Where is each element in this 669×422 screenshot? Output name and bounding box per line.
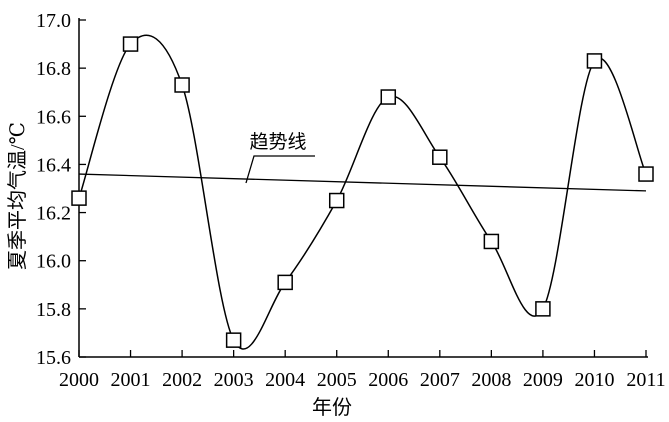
x-tick-label: 2001 bbox=[111, 369, 151, 391]
data-point-marker bbox=[225, 332, 242, 348]
trend-line bbox=[78, 173, 647, 192]
x-axis-title: 年份 bbox=[312, 396, 352, 419]
data-point-marker bbox=[432, 149, 448, 165]
data-point-marker bbox=[71, 190, 87, 206]
x-tick-label: 2011 bbox=[626, 369, 665, 391]
y-tick-label: 16.0 bbox=[36, 251, 71, 273]
data-point-marker bbox=[483, 233, 500, 250]
y-tick-label: 17.0 bbox=[36, 10, 71, 32]
y-tick-label: 15.8 bbox=[36, 299, 71, 321]
x-tick-label: 2003 bbox=[214, 369, 254, 391]
trend-line-group: 趋势线 bbox=[78, 131, 647, 192]
y-tick-label: 16.8 bbox=[36, 58, 71, 80]
x-tick-label: 2008 bbox=[471, 369, 511, 391]
data-point-marker bbox=[535, 301, 551, 317]
y-tick-label: 16.2 bbox=[36, 203, 71, 225]
series-group bbox=[71, 34, 654, 350]
x-tick-label: 2010 bbox=[574, 369, 614, 391]
x-tick-label: 2006 bbox=[368, 369, 408, 391]
trend-label-leader bbox=[245, 155, 315, 184]
x-tick-label: 2002 bbox=[162, 369, 202, 391]
data-point-marker bbox=[277, 274, 293, 291]
x-tick-label: 2007 bbox=[420, 369, 460, 391]
data-point-marker bbox=[380, 89, 397, 105]
x-tick-label: 2004 bbox=[265, 369, 305, 391]
y-axis-ticks: 15.6 15.8 16.0 16.2 16.4 16.6 16.8 17.0 bbox=[36, 10, 86, 369]
data-point-marker bbox=[328, 192, 345, 209]
axes bbox=[78, 18, 648, 358]
trend-line-label: 趋势线 bbox=[249, 131, 306, 153]
y-tick-label: 16.6 bbox=[36, 106, 71, 128]
x-tick-label: 2009 bbox=[523, 369, 563, 391]
series-line bbox=[78, 34, 647, 350]
x-tick-label: 2005 bbox=[317, 369, 357, 391]
data-point-marker bbox=[586, 53, 603, 69]
y-axis-title: 夏季平均气温/℃ bbox=[6, 122, 29, 270]
x-tick-label: 2000 bbox=[59, 369, 99, 391]
data-point-marker bbox=[122, 36, 139, 52]
x-axis-ticks: 2000 2001 2002 2003 2004 2005 2006 2007 2008 2009… bbox=[59, 350, 666, 391]
data-point-marker bbox=[174, 77, 190, 93]
y-tick-label: 16.4 bbox=[36, 154, 71, 176]
y-tick-label: 15.6 bbox=[36, 347, 71, 369]
data-point-marker bbox=[638, 166, 654, 182]
